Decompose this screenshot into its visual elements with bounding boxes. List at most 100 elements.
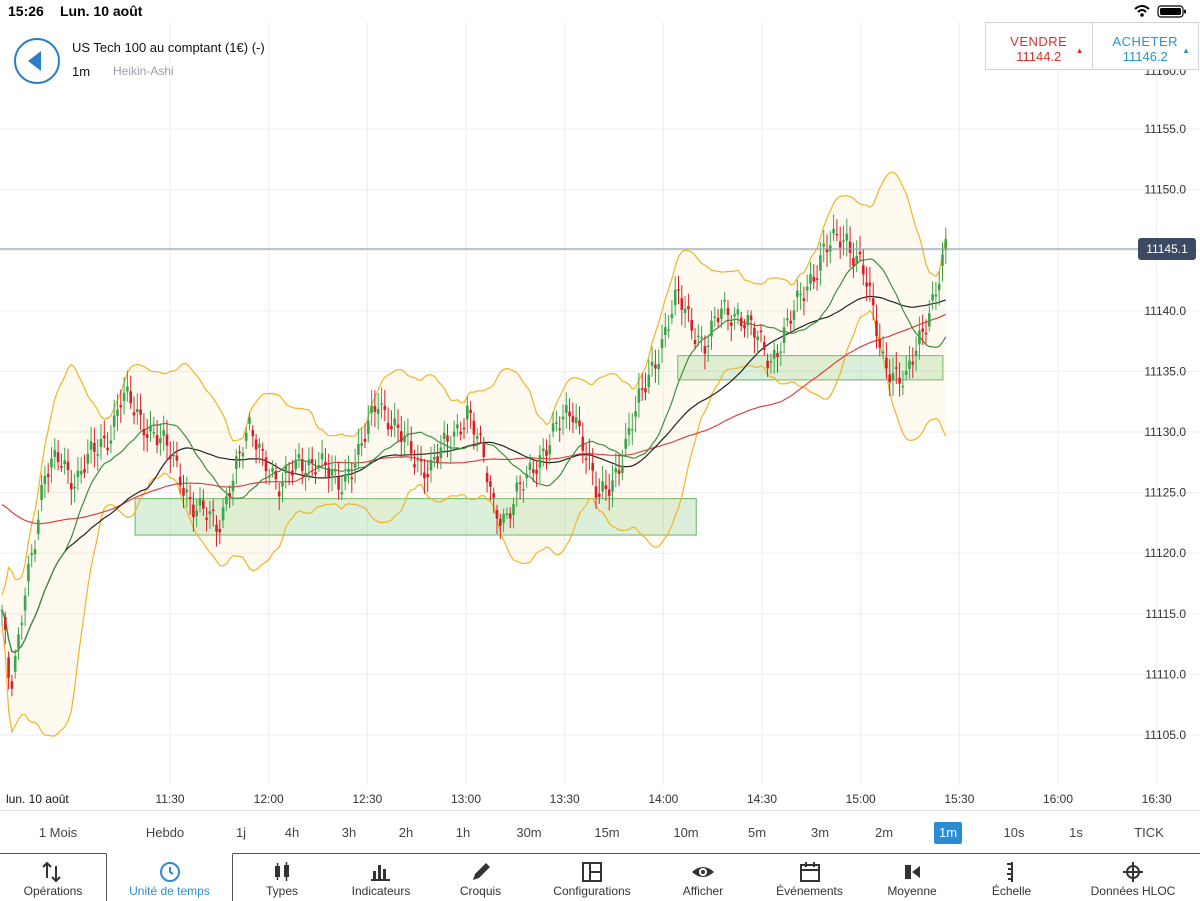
layout-icon <box>582 862 602 882</box>
candle-body <box>165 434 169 446</box>
timeframe-hebdo[interactable]: Hebdo <box>145 825 185 840</box>
candle-body <box>835 233 839 236</box>
candle-body <box>119 405 123 408</box>
candle-body <box>584 458 588 460</box>
price-tick-label: 11110.0 <box>1145 667 1186 681</box>
chart-type: Heikin-Ashi <box>113 64 174 78</box>
toolbar-label: Afficher <box>682 884 724 898</box>
timeframe-10s[interactable]: 10s <box>1003 825 1025 840</box>
toolbar-average-button[interactable]: Moyenne <box>867 854 957 901</box>
candle-body <box>27 563 30 582</box>
candle-body <box>908 360 911 369</box>
toolbar-calendar-button[interactable]: Événements <box>752 854 867 901</box>
candle-body <box>182 487 185 496</box>
buy-button[interactable]: ACHETER 11146.2 ▲ <box>1091 23 1199 69</box>
band-upper <box>1 171 947 596</box>
candle-body <box>37 519 40 534</box>
price-tick-label: 11130.0 <box>1144 425 1186 439</box>
candle-body <box>627 428 631 435</box>
toolbar-label: Données HLOC <box>1090 884 1176 898</box>
candle-body <box>116 409 119 416</box>
timeframe-10m[interactable]: 10m <box>673 825 699 840</box>
date-label: lun. 10 août <box>6 792 69 806</box>
toolbar-bar-chart-button[interactable]: Indicateurs <box>331 854 431 901</box>
candle-body <box>766 360 769 369</box>
timeframe-4h[interactable]: 4h <box>284 825 300 840</box>
candle-body <box>786 318 789 321</box>
timeframe-1h[interactable]: 1h <box>455 825 471 840</box>
candle-body <box>343 473 347 482</box>
candle-body <box>244 432 248 441</box>
candle-body <box>89 441 93 450</box>
candle-body <box>446 435 449 442</box>
candle-body <box>743 324 746 329</box>
candle-body <box>466 405 469 420</box>
toolbar-crosshair-button[interactable]: Données HLOC <box>1066 854 1200 901</box>
candle-body <box>0 609 4 612</box>
candle-body <box>231 480 235 492</box>
candle-body <box>733 314 736 317</box>
candle-body <box>941 254 944 266</box>
timeframe-1-mois[interactable]: 1 Mois <box>38 825 78 840</box>
timeframe-3m[interactable]: 3m <box>810 825 830 840</box>
candle-body <box>192 504 195 518</box>
sell-price: 11144.2 <box>1016 49 1062 64</box>
candle-body <box>703 346 707 354</box>
timeframe-1m[interactable]: 1m <box>934 822 962 844</box>
candle-body <box>40 484 43 500</box>
candle-body <box>106 447 109 451</box>
candle-body <box>225 496 228 505</box>
candle-body <box>571 416 575 423</box>
candle-body <box>647 374 651 388</box>
candle-body <box>512 504 515 515</box>
status-time: 15:26 <box>8 3 44 19</box>
toolbar-layout-button[interactable]: Configurations <box>530 854 654 901</box>
candle-body <box>479 433 482 435</box>
candle-body <box>772 349 776 359</box>
back-button[interactable] <box>14 38 60 84</box>
timeframe-1s[interactable]: 1s <box>1069 825 1083 840</box>
candle-body <box>654 364 657 369</box>
candle-body <box>386 422 390 430</box>
candle-body <box>660 339 664 349</box>
candle-body <box>459 431 462 435</box>
candle-body <box>746 315 750 326</box>
candle-body <box>324 461 327 466</box>
candle-body <box>825 248 829 253</box>
sell-button[interactable]: VENDRE 11144.2 ▲ <box>986 23 1092 69</box>
toolbar-scale-button[interactable]: Échelle <box>957 854 1066 901</box>
toolbar-clock-button[interactable]: Unité de temps <box>106 853 233 901</box>
candle-body <box>10 681 14 689</box>
timeframe-2h[interactable]: 2h <box>398 825 414 840</box>
candle-body <box>13 656 17 672</box>
time-tick-label: 12:00 <box>254 792 284 806</box>
sell-label: VENDRE <box>1010 34 1068 49</box>
candle-body <box>350 477 354 480</box>
candle-body <box>865 282 868 287</box>
timeframe-5m[interactable]: 5m <box>747 825 767 840</box>
candles-icon <box>275 862 289 881</box>
toolbar-arrows-updown-button[interactable]: Opérations <box>0 854 106 901</box>
candle-body <box>33 549 37 555</box>
time-tick-label: 13:30 <box>550 792 580 806</box>
timeframe-tick[interactable]: TICK <box>1134 825 1164 840</box>
candle-body <box>502 514 505 523</box>
toolbar-eye-button[interactable]: Afficher <box>654 854 752 901</box>
toolbar-candles-button[interactable]: Types <box>233 854 331 901</box>
candle-body <box>508 513 512 519</box>
timeframe-15m[interactable]: 15m <box>594 825 620 840</box>
price-chart[interactable]: 11155.011150.011145.011140.011135.011130… <box>0 0 1200 810</box>
timeframe-30m[interactable]: 30m <box>516 825 542 840</box>
candle-body <box>631 429 634 431</box>
candle-body <box>462 427 466 430</box>
timeframe-2m[interactable]: 2m <box>874 825 894 840</box>
candle-body <box>522 489 525 491</box>
candle-body <box>918 330 921 345</box>
candle-body <box>871 298 875 306</box>
timeframe-3h[interactable]: 3h <box>341 825 357 840</box>
timeframe-1j[interactable]: 1j <box>235 825 247 840</box>
toolbar-pencil-button[interactable]: Croquis <box>431 854 530 901</box>
candle-body <box>482 444 486 457</box>
buy-price: 11146.2 <box>1122 49 1168 64</box>
candle-body <box>195 510 198 517</box>
